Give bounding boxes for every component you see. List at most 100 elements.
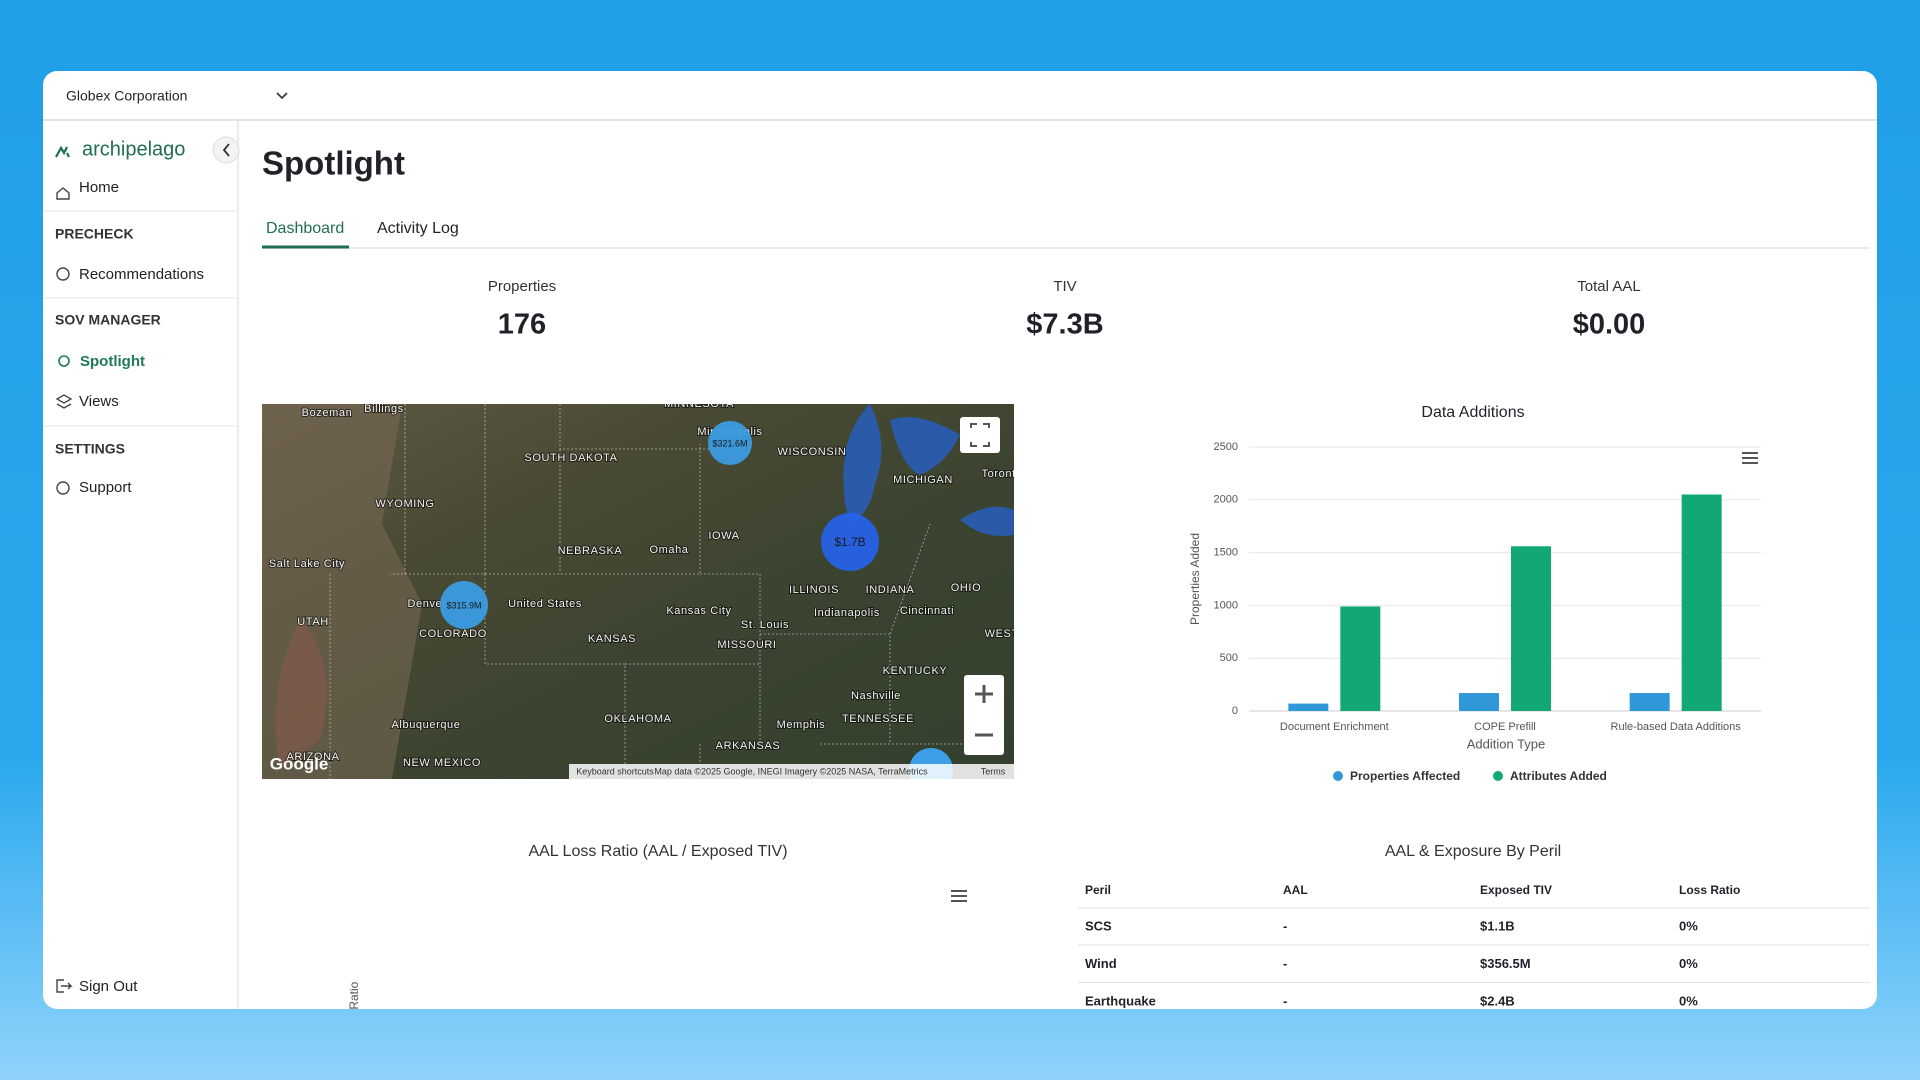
chart-title: Data Additions	[1421, 404, 1524, 421]
table-cell: -	[1283, 956, 1287, 971]
legend-label[interactable]: Properties Affected	[1350, 769, 1460, 783]
app-content: Globex Corporation archipelago Home PREC…	[43, 88, 1877, 1038]
org-selector[interactable]: Globex Corporation	[66, 88, 187, 104]
map-cluster[interactable]	[821, 513, 879, 571]
map-label: Bozeman	[302, 407, 353, 419]
map-label: Indianapolis	[814, 607, 880, 619]
map-label: IOWA	[708, 530, 739, 542]
map-label: SOUTH DAKOTA	[524, 452, 617, 464]
map-label: ILLINOIS	[789, 584, 839, 596]
map-label: UTAH	[297, 616, 329, 628]
tab-activity-log[interactable]: Activity Log	[377, 220, 459, 237]
sign-out-icon	[56, 979, 73, 993]
y-tick-label: 2500	[1214, 441, 1238, 453]
table-cell: Earthquake	[1085, 993, 1156, 1008]
table-cell: $1.1B	[1480, 918, 1515, 933]
legend-swatch	[1493, 771, 1503, 781]
table-cell: 0%	[1679, 956, 1698, 971]
table-cell: $356.5M	[1480, 956, 1531, 971]
nav-section: SOV MANAGER	[55, 312, 161, 328]
peril-table: Peril AAL Exposed TIV Loss Ratio SCS - $1.1B 0%…	[1078, 883, 1870, 1008]
table-header: Exposed TIV	[1480, 883, 1552, 897]
map-label: Billings	[364, 403, 404, 415]
table-cell: -	[1283, 993, 1287, 1008]
nav-home[interactable]: Home	[79, 179, 119, 196]
page-title: Spotlight	[262, 145, 405, 182]
map-label: MISSOURI	[717, 639, 776, 651]
org-chevron[interactable]	[276, 92, 288, 100]
logo[interactable]: archipelago	[82, 138, 185, 160]
x-axis-label: Addition Type	[1467, 736, 1546, 751]
chart-menu[interactable]	[951, 890, 967, 902]
kpi-label: TIV	[1053, 278, 1076, 295]
attribution-bar	[569, 764, 1014, 779]
collapse-button[interactable]	[212, 136, 240, 164]
table-cell: 0%	[1679, 918, 1698, 933]
map-terrain-red	[275, 620, 327, 770]
legend-swatch	[1333, 771, 1343, 781]
kpi-label: Properties	[488, 278, 556, 295]
map-label: MICHIGAN	[893, 474, 953, 486]
nav-recommendations[interactable]: Recommendations	[79, 266, 204, 283]
map-attribution: Keyboard shortcuts	[576, 766, 654, 776]
cluster-label: $315.9M	[446, 600, 481, 610]
views-icon	[55, 394, 73, 409]
x-tick-label: Rule-based Data Additions	[1611, 721, 1742, 733]
map-label: KANSAS	[588, 633, 636, 645]
nav-section: SETTINGS	[55, 441, 125, 457]
y-tick-label: 1500	[1214, 547, 1238, 559]
recommendations-icon	[56, 267, 70, 281]
bar	[1629, 693, 1670, 711]
zoom-controls	[964, 675, 1004, 755]
map-label: WISCONSIN	[778, 446, 847, 458]
map-label: Toronto	[982, 468, 1023, 480]
map-label: OHIO	[951, 582, 982, 594]
map-label: United States	[508, 598, 582, 610]
spotlight-icon	[58, 355, 70, 367]
y-axis-label: Loss Ratio	[347, 981, 361, 1038]
bar	[1288, 703, 1329, 711]
map-label: COLORADO	[419, 628, 487, 640]
bar	[1340, 606, 1381, 711]
support-icon	[56, 481, 70, 495]
map-label: OKLAHOMA	[604, 713, 671, 725]
chart-title: AAL Loss Ratio (AAL / Exposed TIV)	[528, 843, 787, 860]
legend-label[interactable]: Attributes Added	[1510, 769, 1607, 783]
table-header: Peril	[1085, 883, 1111, 897]
zoom-in[interactable]	[975, 685, 993, 703]
map-attribution: Terms	[981, 766, 1006, 776]
kpi-value: $0.00	[1573, 309, 1646, 341]
map-labels: BozemanBillingsMINNESOTASOUTH DAKOTAMinn…	[268, 398, 1023, 779]
bar	[1459, 693, 1499, 711]
nav-spotlight[interactable]: Spotlight	[80, 353, 145, 370]
map-cluster[interactable]	[708, 421, 752, 465]
collapse-icon	[222, 143, 230, 157]
map-terrain-west	[262, 404, 422, 779]
chart-menu[interactable]	[1742, 452, 1758, 464]
map-label: St. Louis	[741, 619, 789, 631]
home-icon	[56, 187, 70, 200]
y-tick-label: 2000	[1214, 494, 1238, 506]
map-label: WYOMING	[375, 498, 434, 510]
y-tick-label: 1000	[1214, 599, 1238, 611]
map-label: Memphis	[777, 719, 826, 731]
tab-dashboard[interactable]: Dashboard	[266, 220, 344, 237]
bar-chart: Data Additions Properties Added Addition…	[1188, 404, 1761, 783]
nav-sign-out[interactable]: Sign Out	[79, 978, 138, 995]
map-label: Nashville	[851, 690, 901, 702]
map-label: TENNESSEE	[842, 713, 914, 725]
nav-support[interactable]: Support	[79, 479, 132, 496]
map-label: Albuquerque	[392, 719, 461, 731]
table-header: AAL	[1283, 883, 1308, 897]
map[interactable]: BozemanBillingsMINNESOTASOUTH DAKOTAMinn…	[262, 398, 1075, 792]
map-cluster[interactable]	[440, 581, 488, 629]
kpi-value: $7.3B	[1026, 309, 1103, 341]
kpi-value: 176	[498, 309, 546, 341]
fullscreen-button[interactable]	[960, 417, 1000, 453]
map-label: MINNESOTA	[664, 398, 734, 410]
nav-views[interactable]: Views	[79, 393, 119, 410]
map-label: ARKANSAS	[716, 740, 781, 752]
cluster-label: $1.7B	[834, 535, 865, 549]
